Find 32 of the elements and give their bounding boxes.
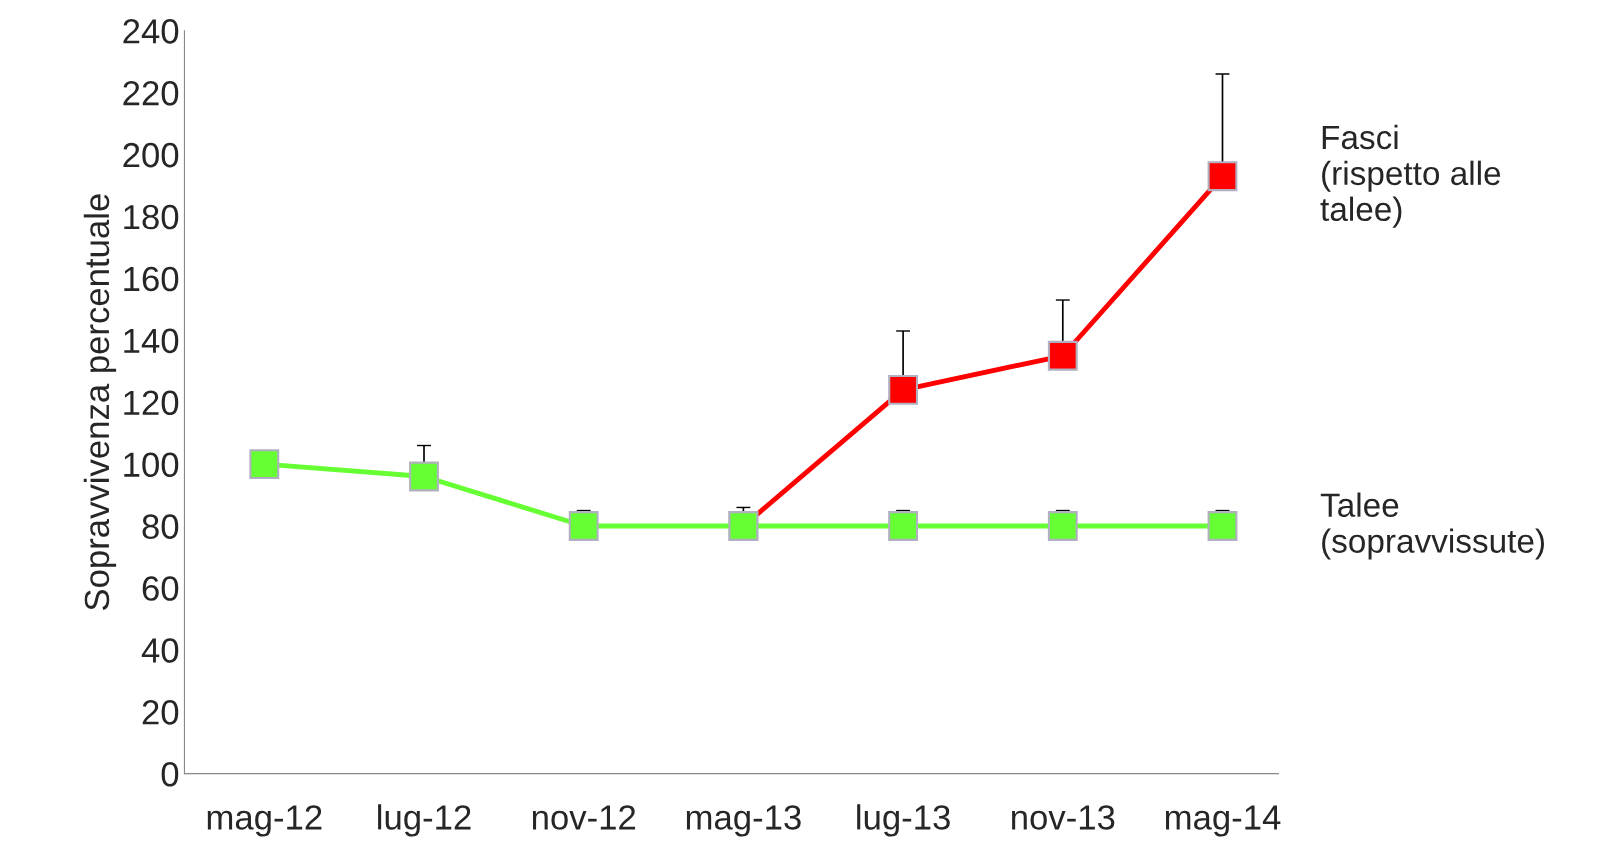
y-tick-label: 100 xyxy=(124,452,179,478)
point xyxy=(249,449,280,480)
point xyxy=(568,511,599,541)
point xyxy=(409,461,439,492)
y-tick-label: 140 xyxy=(124,328,179,354)
x-tick-label: nov-13 xyxy=(1012,805,1115,830)
y-tick-label: 60 xyxy=(142,576,179,601)
point xyxy=(1207,511,1238,541)
point xyxy=(888,374,919,405)
y-tick-label: 200 xyxy=(123,142,179,168)
point xyxy=(1047,511,1078,541)
y-axis-title: Sopravvivenza percentuale xyxy=(83,194,117,611)
y-tick-label: 120 xyxy=(124,390,179,416)
x-tick-label: lug-12 xyxy=(378,804,471,837)
point xyxy=(1047,340,1078,371)
text: Fasci (rispetto alle talee) xyxy=(1320,124,1501,228)
x-tick-label: nov-12 xyxy=(532,805,636,830)
y-tick-label: 80 xyxy=(142,514,179,539)
point xyxy=(1207,161,1238,192)
y-tick-label: 240 xyxy=(123,19,179,44)
y-tick-label: 40 xyxy=(141,638,179,663)
text: Talee (sopravvissute) xyxy=(1320,492,1544,560)
y-tick-label: 20 xyxy=(142,700,179,725)
x-tick-label: mag-13 xyxy=(686,805,801,837)
x-tick-label: lug-13 xyxy=(857,804,950,837)
x-tick-label: mag-14 xyxy=(1165,805,1281,837)
y-tick-label: 180 xyxy=(124,204,179,230)
y-tick-label: 220 xyxy=(123,80,179,106)
point xyxy=(888,511,919,541)
y-tick-label: 0 xyxy=(161,762,179,787)
y-tick-label: 160 xyxy=(124,266,179,292)
x-tick-label: mag-12 xyxy=(207,805,322,837)
